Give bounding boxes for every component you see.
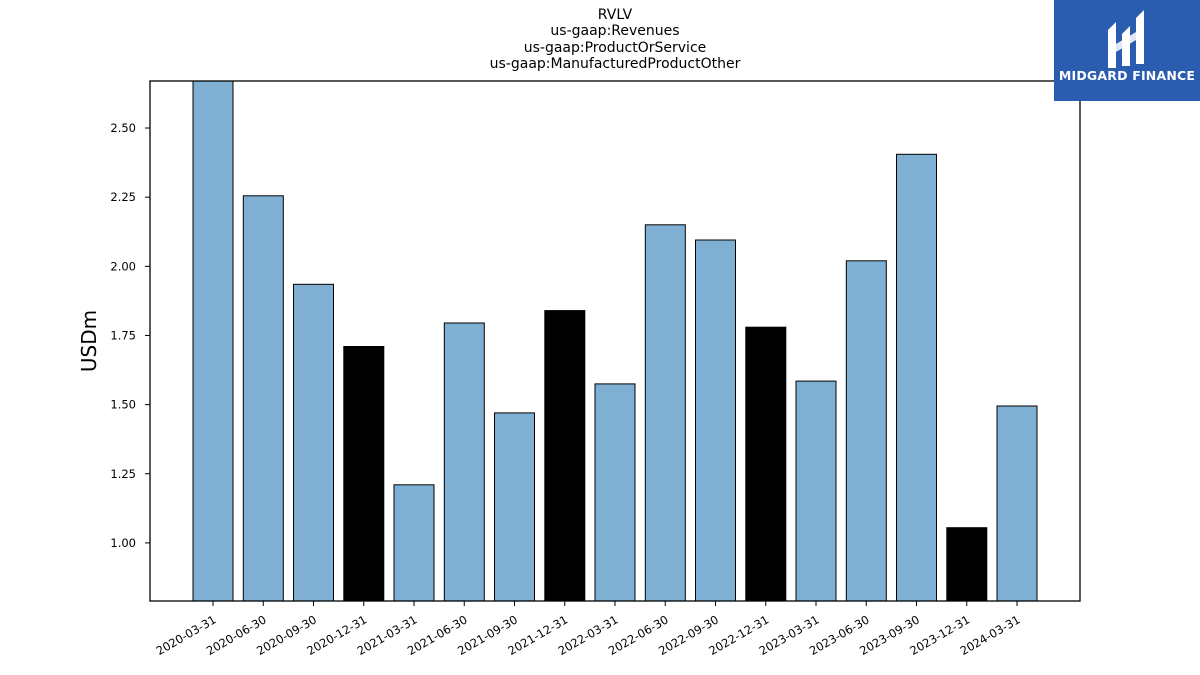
title-line-member: us-gaap:ManufacturedProductOther xyxy=(489,55,741,72)
bar-2020-12-31 xyxy=(343,346,385,602)
title-line-concept: us-gaap:Revenues xyxy=(550,23,680,40)
bar-2020-09-30 xyxy=(293,283,334,602)
bar-2021-06-30 xyxy=(443,322,485,602)
bar-2022-06-30 xyxy=(644,224,686,602)
bar-2023-06-30 xyxy=(845,260,887,602)
y-tick-label: 2.25 xyxy=(110,190,136,204)
chart-title: RVLV us-gaap:Revenues us-gaap:ProductOrS… xyxy=(150,7,1080,72)
bar-2024-03-31 xyxy=(996,405,1038,602)
y-tick-label: 1.00 xyxy=(110,536,136,550)
bar-2023-09-30 xyxy=(896,153,937,602)
bar-2023-12-31 xyxy=(946,527,988,602)
y-axis-label: USDm xyxy=(77,310,101,372)
bar-2021-09-30 xyxy=(494,412,535,602)
bar-2022-03-31 xyxy=(594,383,636,602)
y-axis: 1.00 1.25 1.50 1.75 2.00 2.25 2.50 xyxy=(110,121,150,550)
bar-2021-12-31 xyxy=(544,310,586,602)
bars-group xyxy=(192,80,1038,602)
bar-2023-03-31 xyxy=(795,380,837,602)
plot-frame xyxy=(149,80,1081,602)
y-tick-label: 1.75 xyxy=(110,328,136,342)
bar-2020-06-30 xyxy=(242,195,284,602)
brand-name: MIDGARD FINANCE xyxy=(1058,68,1196,83)
bar-2021-03-31 xyxy=(393,484,435,602)
y-tick-label: 1.25 xyxy=(110,467,136,481)
title-line-ticker: RVLV xyxy=(597,7,633,23)
y-tick-label: 2.00 xyxy=(110,259,136,273)
bar-2022-09-30 xyxy=(695,239,736,602)
bar-2020-03-31 xyxy=(192,80,234,602)
brand-logo: MIDGARD FINANCE xyxy=(1054,0,1200,101)
title-line-axis: us-gaap:ProductOrService xyxy=(523,39,707,56)
bar-2022-12-31 xyxy=(745,326,787,602)
x-axis: 2020-03-312020-06-302020-09-302020-12-31… xyxy=(154,601,1023,658)
y-tick-label: 1.50 xyxy=(110,398,136,412)
y-tick-label: 2.50 xyxy=(110,121,136,135)
midgard-logo-icon xyxy=(1108,10,1144,68)
